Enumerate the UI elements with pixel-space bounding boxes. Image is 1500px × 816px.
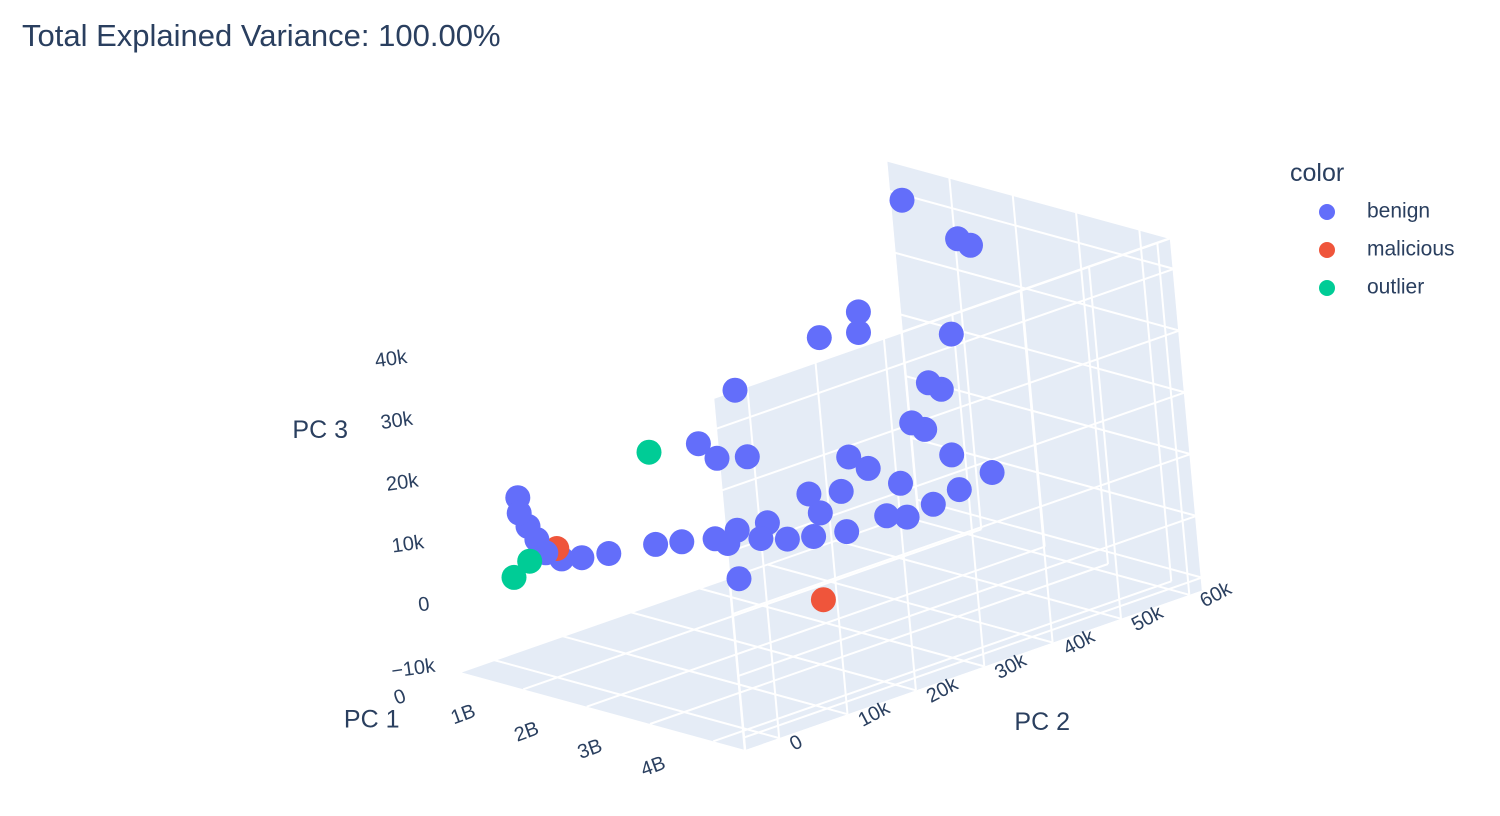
legend-label-outlier[interactable]: outlier (1367, 276, 1424, 299)
point-benign[interactable] (888, 470, 913, 496)
pc3-tick-label: 30k (379, 408, 415, 434)
gridline-pc3 (894, 251, 1180, 332)
pc1-axis-title: PC 1 (344, 706, 400, 734)
gridline-pc3 (743, 576, 1203, 739)
gridline-pc2 (904, 515, 1190, 596)
box-edge (1169, 237, 1205, 591)
legend-marker-malicious (1319, 242, 1335, 258)
point-benign[interactable] (938, 321, 964, 347)
box-edge (712, 236, 1172, 400)
point-benign[interactable] (569, 545, 595, 571)
gridline-pc2 (835, 539, 1122, 620)
gridline-pc2 (630, 611, 917, 692)
chart-title: Total Explained Variance: 100.00% (22, 18, 501, 53)
pc2-tick-label: 0 (786, 731, 806, 756)
legend-label-benign[interactable]: benign (1367, 200, 1430, 223)
scatter-3d-scene[interactable]: 01B2B3B4B010k20k30k40k50k60k−10k010k20k3… (292, 158, 1236, 781)
pc3-axis-title: PC 3 (292, 416, 348, 444)
gridline-pc1 (586, 545, 1046, 708)
gridline-pc2 (814, 362, 849, 715)
box-edge (884, 159, 920, 513)
point-benign[interactable] (796, 481, 822, 507)
gridline-pc2 (493, 659, 780, 740)
point-benign[interactable] (828, 478, 854, 504)
point-outlier[interactable] (636, 439, 662, 465)
point-benign[interactable] (801, 524, 827, 549)
pc3-tick-label: 10k (390, 531, 426, 557)
point-benign[interactable] (704, 445, 730, 471)
gridline-pc3 (726, 391, 1186, 554)
gridline-pc2 (1156, 242, 1191, 595)
gridline-pc2 (699, 587, 985, 668)
point-benign[interactable] (807, 500, 833, 526)
pc1-tick-label: 3B (575, 735, 606, 764)
point-benign[interactable] (643, 531, 669, 557)
gridline-pc1 (1138, 229, 1173, 582)
gridline-pc3 (721, 329, 1180, 492)
pc1-tick-label: 4B (638, 752, 669, 781)
pc2-axis-title: PC 2 (1014, 708, 1070, 736)
gridline-pc3 (888, 189, 1175, 270)
point-benign[interactable] (748, 526, 774, 551)
point-benign[interactable] (685, 431, 711, 457)
pc1-tick-label: 1B (448, 700, 479, 729)
legend-marker-outlier (1319, 280, 1335, 296)
gridline-pc3 (737, 514, 1197, 677)
point-benign[interactable] (734, 444, 760, 470)
point-malicious[interactable] (810, 587, 836, 613)
legend: color benign malicious outlier (1290, 159, 1455, 299)
gridline-pc3 (715, 267, 1175, 430)
point-benign[interactable] (726, 566, 752, 592)
box-edge (885, 158, 1172, 240)
point-benign[interactable] (669, 529, 695, 555)
point-benign[interactable] (846, 320, 871, 345)
pc3-tick-label: 20k (385, 469, 421, 495)
pc3-tick-label: −10k (390, 655, 438, 683)
point-benign[interactable] (894, 504, 920, 530)
floor-plane (460, 512, 1203, 750)
point-benign[interactable] (722, 377, 748, 403)
pc3-tick-label: 0 (417, 593, 431, 616)
gridline-pc2 (746, 386, 781, 739)
legend-marker-benign (1319, 204, 1335, 220)
point-benign[interactable] (915, 370, 941, 396)
pc3-tick-label: 40k (374, 346, 410, 372)
point-benign[interactable] (596, 541, 622, 566)
point-benign[interactable] (834, 519, 860, 545)
point-benign[interactable] (724, 517, 750, 543)
gridline-pc1 (649, 563, 1109, 725)
gridline-pc1 (522, 528, 982, 691)
point-benign[interactable] (836, 444, 862, 470)
gridline-pc1 (1075, 211, 1109, 565)
point-benign[interactable] (945, 226, 971, 252)
point-benign[interactable] (874, 503, 900, 529)
point-benign[interactable] (920, 491, 946, 517)
gridline-pc3 (916, 498, 1203, 579)
gridline-pc2 (562, 635, 848, 716)
gridline-pc3 (732, 453, 1191, 616)
legend-label-malicious[interactable]: malicious (1367, 238, 1455, 261)
point-benign[interactable] (979, 460, 1005, 485)
pc1-tick-label: 2B (511, 718, 542, 747)
point-benign[interactable] (946, 477, 972, 503)
point-benign[interactable] (939, 442, 965, 468)
gridline-pc2 (1088, 266, 1122, 619)
point-benign[interactable] (774, 526, 800, 552)
point-outlier[interactable] (501, 564, 527, 590)
point-benign[interactable] (506, 500, 532, 526)
point-benign[interactable] (702, 526, 728, 552)
gridline-pc2 (767, 563, 1053, 644)
point-benign[interactable] (806, 325, 832, 351)
gridline-pc1 (1011, 194, 1046, 547)
gridline-pc1 (712, 580, 1172, 743)
point-benign[interactable] (899, 410, 925, 436)
point-benign[interactable] (855, 455, 881, 481)
point-benign[interactable] (845, 299, 871, 325)
point-benign[interactable] (889, 187, 915, 213)
point-outlier[interactable] (517, 548, 543, 574)
legend-title: color (1290, 159, 1344, 187)
